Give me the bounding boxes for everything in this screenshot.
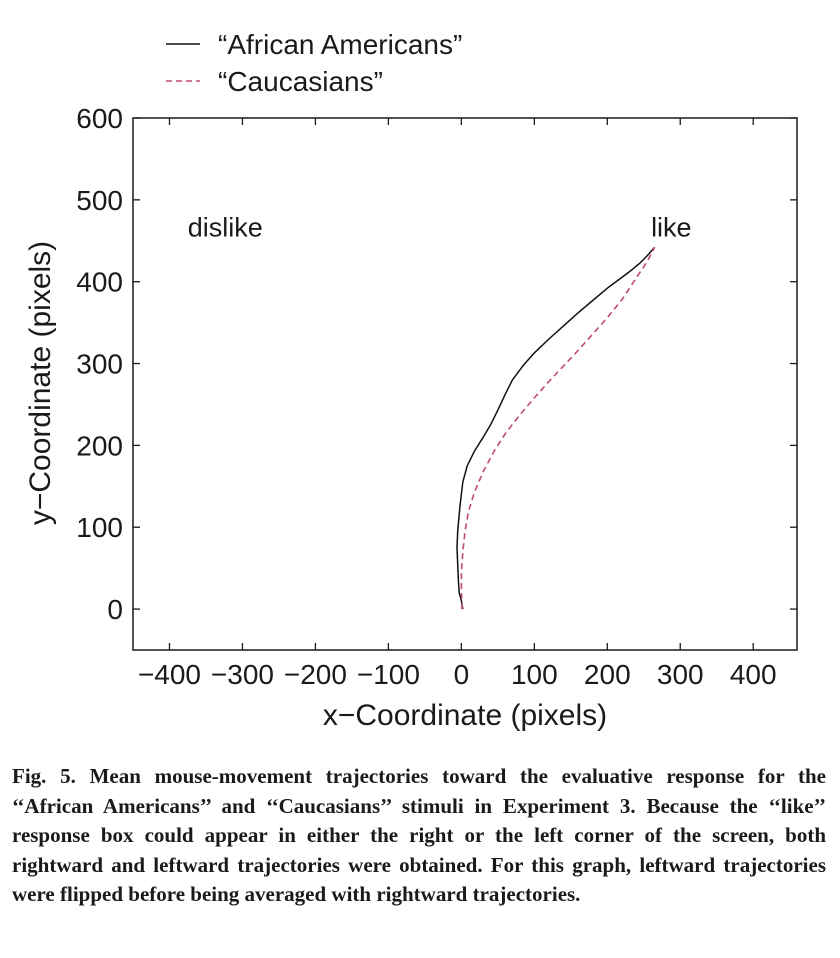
series-line-caucasians	[460, 246, 656, 610]
figure-label: Fig. 5.	[12, 764, 76, 788]
x-tick-label: −300	[211, 659, 274, 690]
x-tick-label: 100	[511, 659, 558, 690]
y-tick-label: 200	[76, 430, 123, 461]
y-tick-label: 300	[76, 349, 123, 380]
x-tick-label: 400	[730, 659, 777, 690]
x-tick-label: −100	[357, 659, 420, 690]
x-tick-label: −200	[284, 659, 347, 690]
x-tick-label: −400	[138, 659, 201, 690]
series-line-african-americans	[456, 246, 656, 610]
x-tick-label: 200	[584, 659, 631, 690]
series-group	[456, 246, 656, 610]
annotations: dislike like	[188, 212, 692, 242]
x-tick-label: 300	[657, 659, 704, 690]
axis-ticks: −400 −300 −200 −100 0 100 200 300 400 0 100 200 300 4…	[76, 103, 797, 690]
figure-caption: Fig. 5. Mean mouse-movement trajectories…	[12, 762, 826, 910]
x-axis-label: x−Coordinate (pixels)	[323, 699, 607, 732]
y-axis-label: y−Coordinate (pixels)	[24, 241, 57, 525]
plot-frame	[132, 117, 798, 651]
y-tick-label: 500	[76, 185, 123, 216]
y-tick-label: 600	[76, 103, 123, 134]
legend-label: “Caucasians”	[218, 66, 383, 97]
legend: “African Americans” “Caucasians”	[166, 29, 462, 97]
annotation-dislike: dislike	[188, 212, 263, 242]
legend-label: “African Americans”	[218, 29, 462, 60]
trajectory-chart: “African Americans” “Caucasians” −400 −300…	[24, 29, 798, 732]
x-tick-label: 0	[454, 659, 470, 690]
annotation-like: like	[651, 212, 692, 242]
figure-caption-text: Mean mouse-movement trajectories toward …	[12, 764, 826, 906]
y-tick-label: 400	[76, 267, 123, 298]
y-tick-label: 100	[76, 512, 123, 543]
y-tick-label: 0	[107, 594, 123, 625]
